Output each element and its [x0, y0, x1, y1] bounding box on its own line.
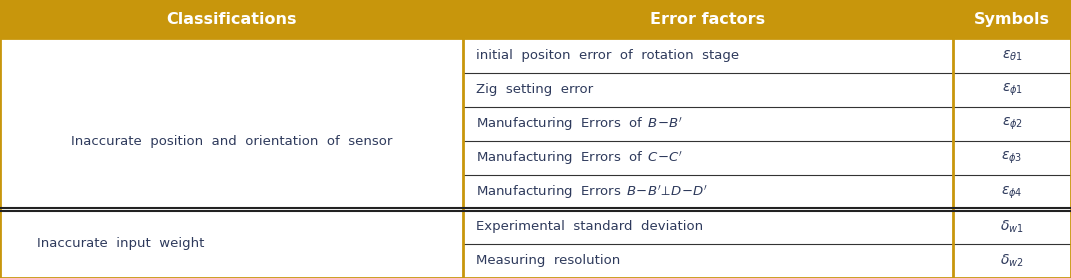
Text: Classifications: Classifications — [166, 12, 297, 27]
Text: Manufacturing  Errors  of $\,C\!-\!C'$: Manufacturing Errors of $\,C\!-\!C'$ — [476, 150, 683, 167]
Text: Inaccurate  input  weight: Inaccurate input weight — [37, 237, 205, 250]
Text: Manufacturing  Errors $\,B\!-\!B'\!\perp\! D\!-\!D'$: Manufacturing Errors $\,B\!-\!B'\!\perp\… — [476, 184, 708, 201]
Text: Inaccurate  position  and  orientation  of  sensor: Inaccurate position and orientation of s… — [71, 135, 392, 148]
Bar — [0, 244, 1071, 278]
Text: $\varepsilon_{\phi 4}$: $\varepsilon_{\phi 4}$ — [1001, 184, 1023, 200]
Text: Symbols: Symbols — [975, 12, 1050, 27]
Text: $\varepsilon_{\theta 1}$: $\varepsilon_{\theta 1}$ — [1001, 48, 1023, 63]
Text: $\delta_{w2}$: $\delta_{w2}$ — [1000, 253, 1024, 269]
Text: $\varepsilon_{\phi 1}$: $\varepsilon_{\phi 1}$ — [1001, 81, 1023, 98]
Bar — [0, 210, 1071, 244]
Bar — [0, 38, 1071, 73]
Bar — [953, 0, 1071, 38]
Text: initial  positon  error  of  rotation  stage: initial positon error of rotation stage — [476, 49, 739, 62]
Bar — [0, 107, 1071, 141]
Bar — [463, 0, 953, 38]
Bar — [0, 0, 463, 38]
Bar — [0, 175, 1071, 210]
Text: Measuring  resolution: Measuring resolution — [476, 254, 620, 267]
Bar — [0, 73, 1071, 107]
Text: Manufacturing  Errors  of $\,B\!-\!B'$: Manufacturing Errors of $\,B\!-\!B'$ — [476, 115, 682, 133]
Text: Zig  setting  error: Zig setting error — [476, 83, 592, 96]
Text: Experimental  standard  deviation: Experimental standard deviation — [476, 220, 703, 233]
Text: $\delta_{w1}$: $\delta_{w1}$ — [1000, 219, 1024, 235]
Text: $\varepsilon_{\phi 2}$: $\varepsilon_{\phi 2}$ — [1001, 116, 1023, 132]
Bar — [0, 141, 1071, 175]
Text: $\varepsilon_{\phi 3}$: $\varepsilon_{\phi 3}$ — [1001, 150, 1023, 166]
Text: Error factors: Error factors — [650, 12, 766, 27]
